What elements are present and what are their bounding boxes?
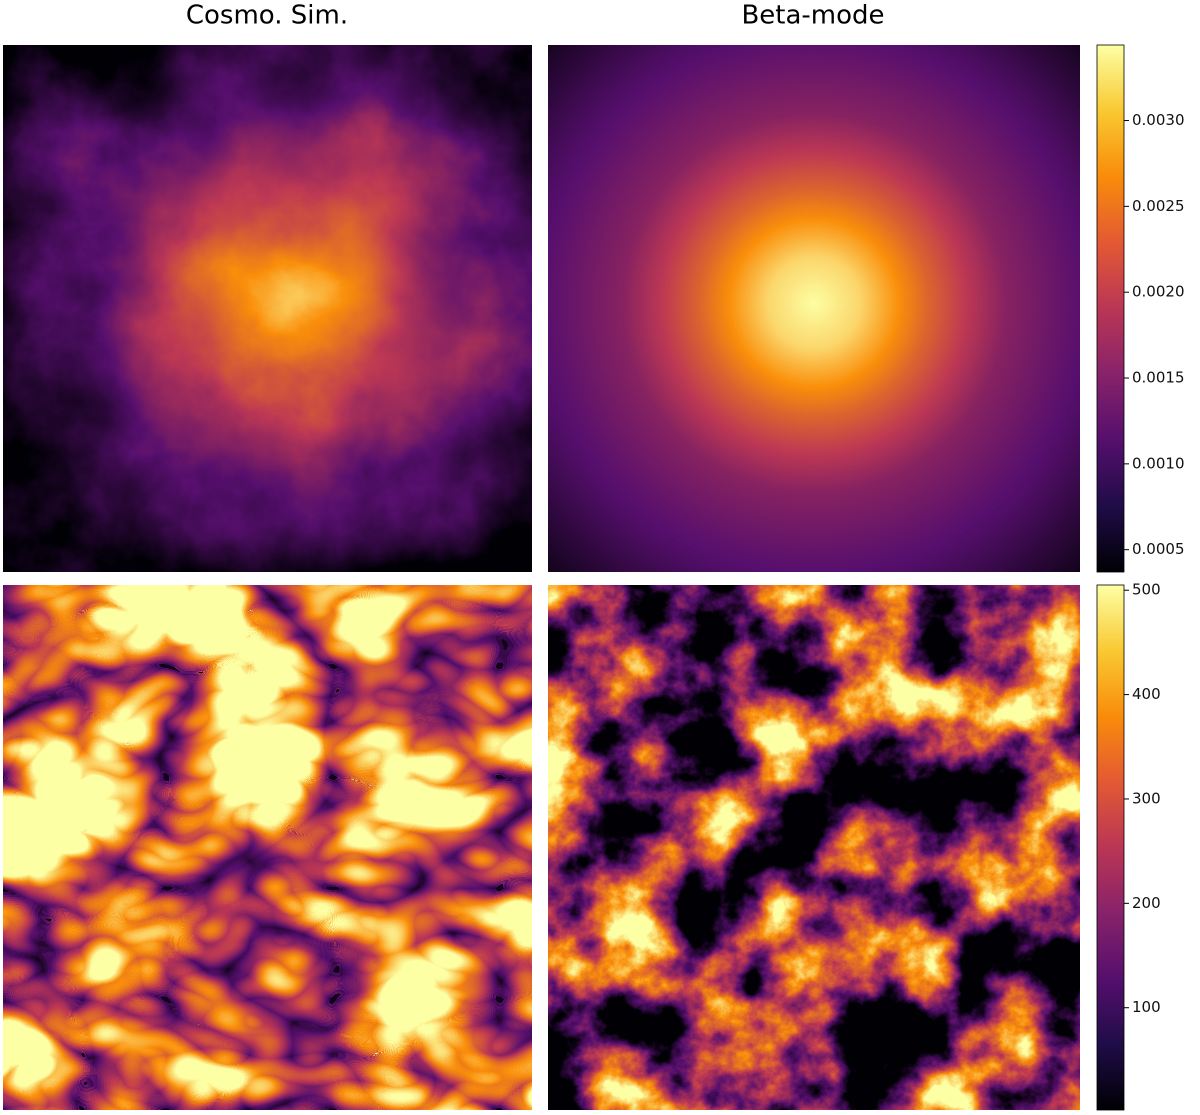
heatmap (3, 45, 532, 572)
colorbar-tick-label: 200 (1132, 894, 1161, 912)
column-title: Cosmo. Sim. (186, 1, 348, 31)
colorbar-tick-label: 0.0010 (1132, 454, 1185, 472)
colorbar-tick-label: 100 (1132, 998, 1161, 1016)
heatmap (548, 45, 1080, 572)
colorbar-tick-label: 0.0005 (1132, 540, 1185, 558)
heatmap (548, 585, 1080, 1110)
heatmap (3, 585, 532, 1110)
colorbar-tick-label: 500 (1132, 581, 1161, 599)
colorbar-tick-label: 0.0025 (1132, 197, 1185, 215)
colorbar (1096, 584, 1125, 1111)
column-title: Beta-mode (741, 1, 884, 31)
colorbar (1096, 44, 1125, 573)
colorbar-tick-label: 0.0030 (1132, 111, 1185, 129)
colorbar-tick-label: 0.0015 (1132, 369, 1185, 387)
colorbar-tick-label: 300 (1132, 789, 1161, 807)
colorbar-tick-label: 0.0020 (1132, 283, 1185, 301)
colorbar-tick-label: 400 (1132, 685, 1161, 703)
